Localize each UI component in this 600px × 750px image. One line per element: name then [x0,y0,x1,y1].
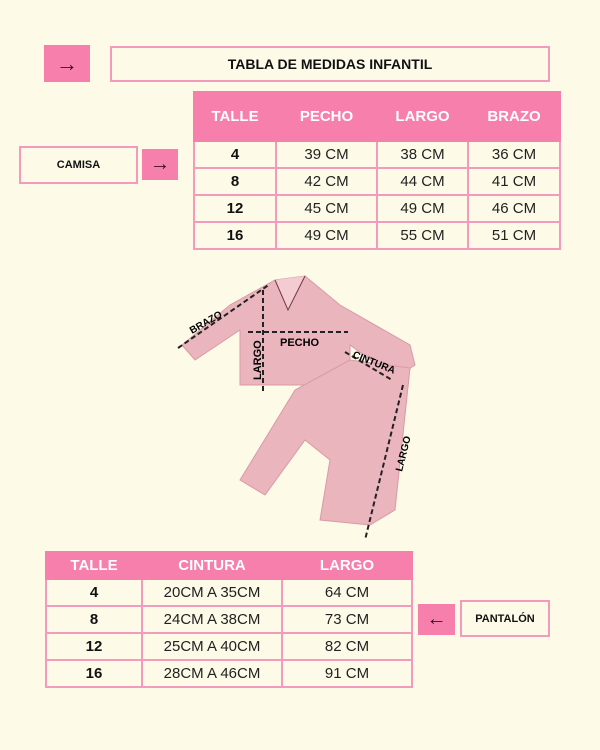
table-header: TALLE CINTURA LARGO [45,551,413,580]
shirt-image [181,275,416,386]
cell: 51 CM [467,221,561,250]
header-cintura: CINTURA [141,551,283,580]
cell: 28CM A 46CM [141,659,283,688]
arrow-right-icon: → [44,45,90,82]
table-header: TALLE PECHO LARGO BRAZO [193,91,561,142]
pajama-diagram: PECHO BRAZO LARGO CINTURA LARGO [177,275,416,541]
camisa-label: CAMISA [19,146,138,184]
table-row: 8 24CM A 38CM 73 CM [45,605,413,634]
arrow-right-icon: → [142,149,178,180]
table-row: 8 42 CM 44 CM 41 CM [193,167,561,196]
cell: 12 [45,632,143,661]
label-pecho: PECHO [280,337,320,349]
header-pecho: PECHO [275,91,378,142]
cell: 45 CM [275,194,378,223]
header-brazo: BRAZO [467,91,561,142]
cell: 39 CM [275,140,378,169]
table-row: 16 49 CM 55 CM 51 CM [193,221,561,250]
cell: 16 [193,221,277,250]
cell: 12 [193,194,277,223]
camisa-table: TALLE PECHO LARGO BRAZO 4 39 CM 38 CM 36 CM… [193,91,561,250]
table-row: 16 28CM A 46CM 91 CM [45,659,413,688]
cell: 55 CM [376,221,469,250]
cell: 46 CM [467,194,561,223]
pantalon-label: PANTALÓN [460,600,550,637]
cell: 16 [45,659,143,688]
page-title: TABLA DE MEDIDAS INFANTIL [110,46,550,82]
cell: 25CM A 40CM [141,632,283,661]
header-talle: TALLE [45,551,143,580]
cell: 4 [193,140,277,169]
cell: 44 CM [376,167,469,196]
arrow-left-icon: ← [418,604,455,635]
cell: 42 CM [275,167,378,196]
cell: 8 [193,167,277,196]
cell: 64 CM [281,578,413,607]
table-row: 12 25CM A 40CM 82 CM [45,632,413,661]
header-largo: LARGO [281,551,413,580]
table-row: 12 45 CM 49 CM 46 CM [193,194,561,223]
cell: 49 CM [275,221,378,250]
cell: 8 [45,605,143,634]
label-largo-camisa: LARGO [252,340,264,380]
cell: 73 CM [281,605,413,634]
cell: 20CM A 35CM [141,578,283,607]
cell: 41 CM [467,167,561,196]
cell: 4 [45,578,143,607]
cell: 24CM A 38CM [141,605,283,634]
table-row: 4 20CM A 35CM 64 CM [45,578,413,607]
cell: 91 CM [281,659,413,688]
header-talle: TALLE [193,91,277,142]
header-largo: LARGO [376,91,469,142]
cell: 82 CM [281,632,413,661]
cell: 49 CM [376,194,469,223]
cell: 38 CM [376,140,469,169]
table-row: 4 39 CM 38 CM 36 CM [193,140,561,169]
pants-image [239,359,411,526]
cell: 36 CM [467,140,561,169]
